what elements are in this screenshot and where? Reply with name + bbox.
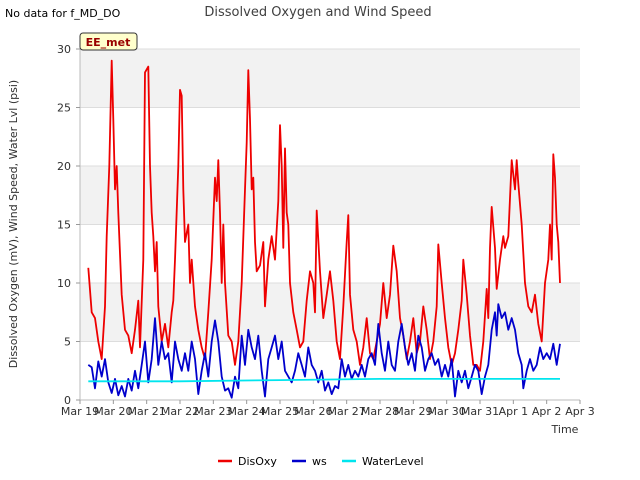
x-tick-label: Mar 22 [161, 405, 199, 418]
site-badge: EE_met [79, 32, 138, 51]
x-tick-label: Mar 23 [194, 405, 232, 418]
series-line-ws [87, 303, 561, 399]
y-ticks: 0 5 10 15 20 25 30 [57, 43, 80, 407]
plot-band [80, 166, 580, 225]
y-tick-label: 0 [64, 394, 71, 407]
series-line-disoxy [87, 59, 561, 372]
x-tick-label: Apr 3 [565, 405, 595, 418]
y-tick-label: 30 [57, 43, 71, 56]
site-badge-text: EE_met [86, 36, 131, 49]
x-tick-label: Mar 30 [428, 405, 466, 418]
x-tick-label: Mar 27 [328, 405, 366, 418]
legend-label: DisOxy [238, 455, 277, 468]
x-tick-label: Mar 29 [394, 405, 432, 418]
y-axis-label: Dissolved Oxygen (mV), Wind Speed, Water… [7, 80, 20, 368]
x-axis-label: Time [551, 423, 579, 436]
x-tick-label: Mar 19 [61, 405, 99, 418]
y-tick-label: 25 [57, 102, 71, 115]
x-tick-label: Apr 2 [532, 405, 562, 418]
y-tick-label: 10 [57, 277, 71, 290]
series-lines [87, 59, 561, 399]
plot-band [80, 49, 580, 108]
x-tick-label: Apr 1 [499, 405, 529, 418]
chart-title: Dissolved Oxygen and Wind Speed [204, 5, 431, 20]
legend-label: WaterLevel [362, 455, 424, 468]
legend: DisOxy ws WaterLevel [218, 455, 424, 468]
y-tick-label: 15 [57, 219, 71, 232]
x-tick-label: Mar 20 [94, 405, 132, 418]
legend-label: ws [312, 455, 327, 468]
x-tick-label: Mar 21 [128, 405, 166, 418]
x-tick-label: Mar 28 [361, 405, 399, 418]
x-tick-label: Mar 24 [228, 405, 266, 418]
series-line-waterlevel [88, 378, 560, 383]
no-data-notice: No data for f_MD_DO [5, 7, 121, 20]
site-badge-box [79, 32, 138, 51]
x-tick-label: Mar 31 [461, 405, 499, 418]
y-tick-label: 5 [64, 336, 71, 349]
x-tick-label: Mar 26 [294, 405, 332, 418]
y-tick-label: 20 [57, 160, 71, 173]
x-tick-label: Mar 25 [261, 405, 299, 418]
